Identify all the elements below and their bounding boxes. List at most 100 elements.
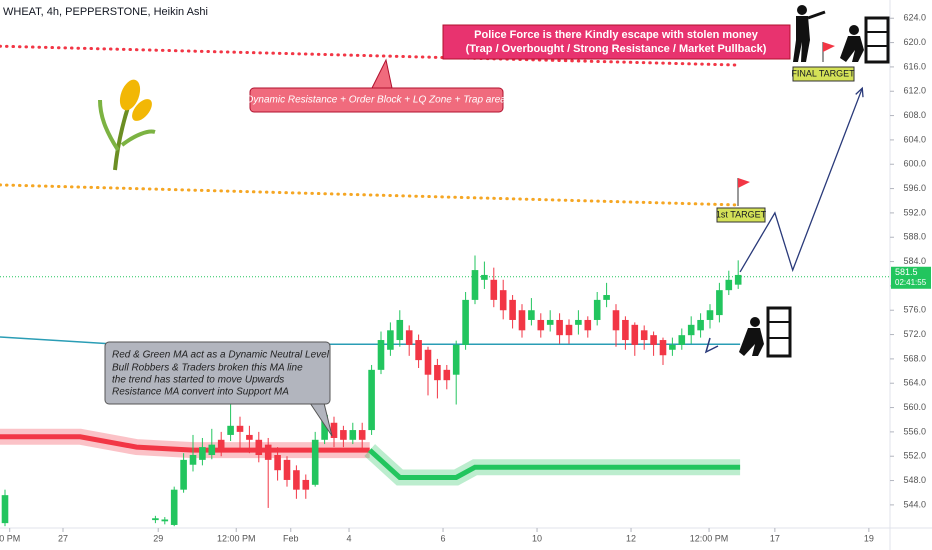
candle-body [490,279,498,300]
y-tick-label: 592.0 [903,207,926,217]
y-tick-label: 620.0 [903,37,926,47]
candle-body [593,299,601,320]
police-text: (Trap / Overbought / Strong Resistance /… [466,43,767,55]
x-tick-label: 12:00 PM [690,533,729,543]
candle-body [631,324,639,345]
x-tick-label: 19 [864,533,874,543]
last-price-box [891,266,931,289]
candle-body [208,444,216,456]
x-tick-label: 0 PM [0,533,20,543]
ma-note-text: Resistance MA convert into Support MA [112,387,289,398]
candle-body [293,470,300,490]
candle-body [321,414,328,440]
candle-body [302,479,310,490]
dotted-level [0,183,742,207]
x-tick-label: 10 [532,533,542,543]
candle-body [255,439,263,456]
projection [739,87,863,273]
candle-body [152,518,159,521]
dotted-level [0,44,742,67]
candle-body [499,290,507,311]
candle-body [734,274,742,285]
ma-band [368,448,741,480]
candle-body [537,319,545,331]
candle-body [659,340,667,356]
candle-body [396,319,404,341]
plot [0,44,890,527]
candle-body [264,444,272,460]
candle-body [452,344,460,375]
first-target-box [716,207,766,223]
candle-body [518,310,526,331]
candle-body [471,270,479,300]
ma-note-box [104,341,331,405]
candle-body [180,459,187,490]
x-tick-label: 6 [441,533,446,543]
police-icon [793,5,826,62]
candle-body [650,335,657,345]
candle-body [236,425,244,432]
candle-body [330,422,338,438]
x-tick-label: 12:00 PM [217,533,256,543]
y-tick-label: 624.0 [903,13,926,23]
robbers-icon-top [840,16,890,64]
y-tick-label: 552.0 [903,451,926,461]
y-tick-label: 556.0 [903,426,926,436]
candle-body [368,369,375,431]
x-tick-label: 29 [153,533,163,543]
candle-body [340,430,347,440]
candle-body [706,310,714,320]
candle-body [528,310,535,320]
candle-body [311,439,319,485]
x-tick-label: 4 [347,533,352,543]
y-tick-label: 568.0 [903,353,926,363]
candle-body [424,349,432,375]
candle-body [227,425,234,435]
last-price-label: 581.5 [895,267,918,277]
projection-head [855,86,864,98]
candle-body [556,319,563,336]
final-target: FINAL TARGET [791,68,855,78]
y-tick-label: 616.0 [903,61,926,71]
candle-body [387,330,394,350]
candle-body [565,324,573,336]
candle-body [716,290,723,316]
y-tick-label: 584.0 [903,256,926,266]
x-tick-label: 17 [770,533,780,543]
y-tick-label: 608.0 [903,110,926,120]
candle-body [462,299,469,345]
candle-body [509,299,516,320]
candle-body [687,324,695,336]
candle-body [1,495,9,524]
x-tick-label: 27 [58,533,68,543]
y-tick-label: 576.0 [903,305,926,315]
x-tick-label: Feb [283,533,299,543]
candle-body [161,519,169,522]
candle-body [612,310,620,331]
y-tick-label: 544.0 [903,499,926,509]
y-tick-label: 564.0 [903,378,926,388]
y-tick-label: 596.0 [903,183,926,193]
candle-body [170,489,178,525]
y-tick-label: 548.0 [903,475,926,485]
candle-body [603,295,610,300]
candle-body [217,439,225,451]
countdown: 02:41:55 [895,278,927,287]
x-tick-label: 12 [626,533,636,543]
candle-body [546,319,554,325]
y-tick-label: 600.0 [903,159,926,169]
candle-body [189,455,197,465]
candle-body [405,330,413,345]
candle-body [640,330,648,341]
y-tick-label: 612.0 [903,86,926,96]
candle-body [349,430,357,440]
robbers-icon-bottom [739,306,792,358]
candle-body [575,319,582,325]
candle-body [246,434,253,440]
police-box [442,24,791,60]
candle-body [622,319,629,341]
candle-body [669,344,676,350]
candle-body [358,430,366,440]
candle-body [283,459,291,480]
